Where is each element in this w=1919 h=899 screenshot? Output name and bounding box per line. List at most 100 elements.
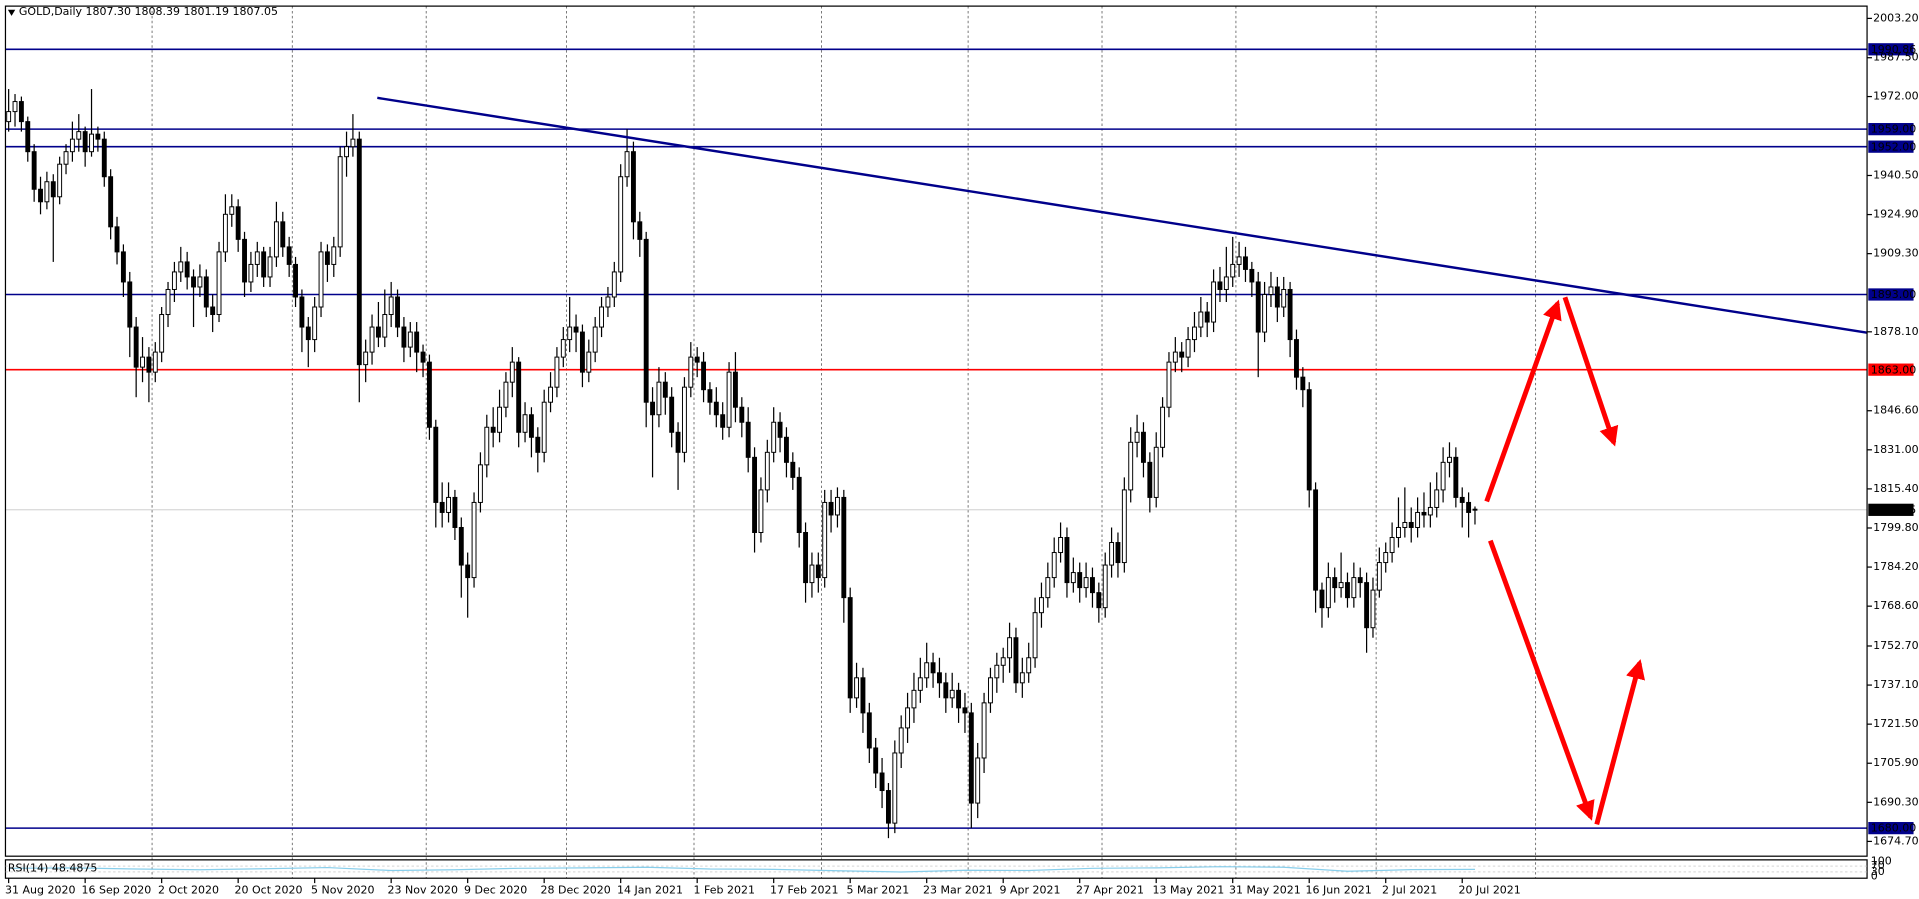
candle-body bbox=[930, 662, 936, 674]
x-tick-label: 16 Jun 2021 bbox=[1306, 883, 1372, 896]
candle-body bbox=[1351, 577, 1357, 599]
x-tick-label: 28 Dec 2020 bbox=[541, 883, 611, 896]
candle-body bbox=[63, 151, 69, 165]
candle-body bbox=[1459, 496, 1465, 503]
y-tick-label: 2003.20 bbox=[1873, 11, 1919, 24]
candle-body bbox=[497, 406, 502, 433]
y-tick-label: 1721.50 bbox=[1873, 717, 1919, 730]
price-level-label: 1952.00 bbox=[1871, 140, 1917, 153]
x-tick-label: 13 May 2021 bbox=[1153, 883, 1225, 896]
candle-body bbox=[127, 281, 133, 328]
candle-body bbox=[535, 436, 541, 453]
candle-body bbox=[1083, 577, 1089, 589]
price-level-badge bbox=[1868, 140, 1914, 153]
rsi-label: RSI(14) 48.4875 bbox=[8, 861, 97, 874]
candle-body bbox=[1179, 351, 1185, 358]
candle-body bbox=[477, 464, 483, 503]
candle-body bbox=[630, 151, 636, 223]
candle-body bbox=[1338, 582, 1344, 589]
arrow bbox=[1594, 659, 1646, 826]
candle-body bbox=[1294, 339, 1299, 378]
candle-body bbox=[1013, 637, 1019, 684]
candle-body bbox=[1026, 657, 1032, 674]
x-tick-label: 2 Oct 2020 bbox=[158, 883, 219, 896]
candle-body bbox=[1045, 577, 1051, 599]
candle-body bbox=[356, 138, 362, 366]
candle-body bbox=[1166, 361, 1172, 408]
candle-body bbox=[184, 261, 190, 278]
candle-body bbox=[1102, 564, 1108, 609]
candle-body bbox=[822, 501, 828, 579]
candle-body bbox=[261, 251, 267, 278]
price-level-badge bbox=[1868, 43, 1914, 56]
candle-body bbox=[834, 496, 840, 516]
candle-body bbox=[439, 501, 445, 513]
x-tick-label: 31 Aug 2020 bbox=[5, 883, 75, 896]
candle-body bbox=[573, 326, 579, 333]
candle-body bbox=[50, 181, 56, 198]
y-tick-label: 1690.30 bbox=[1873, 795, 1919, 808]
price-level-label: 1680.00 bbox=[1871, 822, 1917, 835]
candle-body bbox=[1300, 376, 1306, 391]
candle-body bbox=[229, 206, 235, 215]
candle-body bbox=[452, 496, 458, 528]
y-tick-label: 1987.50 bbox=[1873, 51, 1919, 64]
candle-body bbox=[701, 361, 707, 391]
candle-body bbox=[713, 401, 719, 416]
candle-body bbox=[777, 421, 783, 438]
candle-body bbox=[650, 401, 656, 416]
last-price-label: 1807.05 bbox=[1871, 503, 1917, 516]
price-level-badge bbox=[1868, 123, 1914, 136]
candle-body bbox=[490, 426, 496, 433]
y-tick-label: 1815.40 bbox=[1873, 482, 1919, 495]
candle-body bbox=[337, 156, 343, 248]
candle-body bbox=[1019, 672, 1025, 684]
candle-body bbox=[866, 712, 872, 749]
rsi-tick-label: 70 bbox=[1871, 859, 1885, 872]
candle-body bbox=[1128, 441, 1134, 491]
y-tick-label: 1846.60 bbox=[1873, 404, 1919, 417]
candle-body bbox=[905, 707, 911, 729]
candle-body bbox=[1427, 506, 1433, 516]
candle-body bbox=[885, 790, 891, 824]
candle-body bbox=[382, 314, 388, 338]
candle-body bbox=[1039, 597, 1044, 614]
y-tick-label: 1909.30 bbox=[1873, 247, 1919, 260]
candle-body bbox=[1255, 281, 1261, 333]
candle-body bbox=[1434, 489, 1440, 508]
candle-body bbox=[133, 326, 139, 368]
levels: 1990.86 1959.00 1952.00 1893.00 1863.00 1680.… bbox=[5, 43, 1916, 835]
candle-body bbox=[1032, 612, 1038, 659]
candle-body bbox=[1000, 657, 1006, 666]
candle-body bbox=[146, 356, 152, 373]
candle-body bbox=[803, 532, 809, 584]
x-tick-label: 14 Jan 2021 bbox=[617, 883, 683, 896]
candle-body bbox=[324, 251, 330, 265]
candle-body bbox=[1090, 577, 1095, 594]
candle-body bbox=[57, 163, 63, 198]
candle-body bbox=[1376, 562, 1382, 591]
candle-body bbox=[312, 306, 318, 341]
candle-body bbox=[994, 664, 1000, 679]
candle-body bbox=[1160, 406, 1166, 448]
candle-body bbox=[560, 339, 566, 358]
candle-body bbox=[694, 356, 700, 363]
candle-body bbox=[956, 689, 962, 709]
candle-body bbox=[579, 331, 585, 373]
candle-body bbox=[637, 221, 643, 240]
candle-body bbox=[1274, 286, 1280, 308]
price-level-label: 1959.00 bbox=[1871, 123, 1917, 136]
candle-body bbox=[210, 306, 216, 316]
plot-frame bbox=[4, 5, 1868, 857]
candle-body bbox=[388, 296, 394, 316]
candle-body bbox=[465, 564, 471, 579]
candle-body bbox=[720, 414, 726, 428]
candle-body bbox=[618, 176, 624, 273]
candle-body bbox=[1236, 256, 1242, 265]
x-tick-label: 16 Sep 2020 bbox=[81, 883, 151, 896]
candle-body bbox=[1192, 326, 1197, 341]
candle-body bbox=[873, 747, 879, 774]
candle-body bbox=[809, 564, 815, 584]
y-tick-label: 1752.70 bbox=[1873, 639, 1919, 652]
